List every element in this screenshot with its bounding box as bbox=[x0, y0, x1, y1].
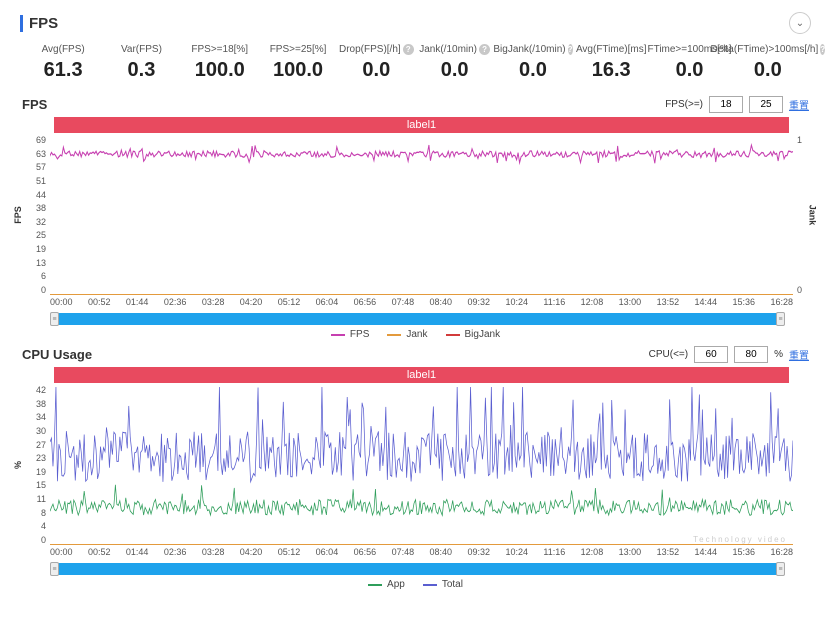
metric-label: Jank(/10min)? bbox=[415, 44, 493, 55]
cpu-label-bar: label1 bbox=[54, 367, 789, 383]
cpu-y-axis-label: % bbox=[13, 461, 23, 469]
fps-section: FPS FPS(>=) 重置 label1 FPS Jank 696357514… bbox=[20, 96, 811, 340]
metric-1: Var(FPS) 0.3 bbox=[102, 44, 180, 82]
cpu-y-ticks-right-spacer bbox=[793, 385, 811, 545]
metric-6: BigJank(/10min)? 0.0 bbox=[494, 44, 572, 82]
legend-item[interactable]: Total bbox=[423, 579, 463, 590]
metric-value: 0.0 bbox=[337, 59, 415, 82]
metric-label: Drop(FPS)[/h]? bbox=[337, 44, 415, 55]
cpu-threshold-label: CPU(<=) bbox=[649, 349, 688, 360]
cpu-threshold-controls: CPU(<=) % 重置 bbox=[649, 346, 809, 363]
page-title: FPS bbox=[20, 15, 58, 32]
metric-label: FPS>=25[%] bbox=[259, 44, 337, 55]
legend-swatch bbox=[446, 334, 460, 336]
metric-value: 100.0 bbox=[259, 59, 337, 82]
metric-label: Avg(FPS) bbox=[24, 44, 102, 55]
fps-legend: FPS Jank BigJank bbox=[20, 329, 811, 340]
info-icon[interactable]: ? bbox=[820, 44, 825, 55]
legend-swatch bbox=[423, 584, 437, 586]
metric-5: Jank(/10min)? 0.0 bbox=[415, 44, 493, 82]
metric-value: 0.0 bbox=[494, 59, 572, 82]
legend-label: Jank bbox=[406, 329, 427, 340]
metric-value: 16.3 bbox=[572, 59, 650, 82]
metrics-row: Avg(FPS)61.3Var(FPS)0.3FPS>=18[%]100.0FP… bbox=[20, 44, 811, 90]
fps-threshold-a-input[interactable] bbox=[709, 96, 743, 113]
legend-item[interactable]: App bbox=[368, 579, 405, 590]
metric-label: Delta(FTime)>100ms[/h]? bbox=[729, 44, 807, 55]
page-header: FPS ⌄ bbox=[20, 12, 811, 34]
legend-swatch bbox=[387, 334, 401, 336]
fps-threshold-b-input[interactable] bbox=[749, 96, 783, 113]
metric-value: 61.3 bbox=[24, 59, 102, 82]
metric-value: 0.3 bbox=[102, 59, 180, 82]
metric-label: Var(FPS) bbox=[102, 44, 180, 55]
metric-4: Drop(FPS)[/h]? 0.0 bbox=[337, 44, 415, 82]
fps-y-ticks-left: 6963575144383225191360 bbox=[20, 135, 50, 295]
metric-9: Delta(FTime)>100ms[/h]? 0.0 bbox=[729, 44, 807, 82]
legend-swatch bbox=[368, 584, 382, 586]
cpu-threshold-b-input[interactable] bbox=[734, 346, 768, 363]
legend-item[interactable]: BigJank bbox=[446, 329, 501, 340]
fps-chart-canvas bbox=[50, 135, 793, 295]
cpu-range-slider[interactable]: ≡ ≡ bbox=[54, 563, 781, 575]
info-icon[interactable]: ? bbox=[479, 44, 490, 55]
metric-2: FPS>=18[%] 100.0 bbox=[181, 44, 259, 82]
cpu-chart-canvas: Technology video bbox=[50, 385, 793, 545]
legend-swatch bbox=[331, 334, 345, 336]
fps-x-ticks: 00:0000:5201:4402:3603:2804:2005:1206:04… bbox=[50, 297, 793, 307]
cpu-reset-link[interactable]: 重置 bbox=[789, 347, 809, 362]
fps-reset-link[interactable]: 重置 bbox=[789, 97, 809, 112]
metric-0: Avg(FPS) 61.3 bbox=[24, 44, 102, 82]
fps-y-axis-label: FPS bbox=[13, 206, 23, 224]
metric-value: 100.0 bbox=[181, 59, 259, 82]
fps-threshold-controls: FPS(>=) 重置 bbox=[665, 96, 809, 113]
metric-value: 0.0 bbox=[729, 59, 807, 82]
slider-handle-right[interactable]: ≡ bbox=[776, 312, 785, 326]
legend-label: App bbox=[387, 579, 405, 590]
slider-handle-right[interactable]: ≡ bbox=[776, 562, 785, 576]
metric-7: Avg(FTime)[ms] 16.3 bbox=[572, 44, 650, 82]
metric-label: BigJank(/10min)? bbox=[494, 44, 572, 55]
cpu-threshold-a-input[interactable] bbox=[694, 346, 728, 363]
metric-3: FPS>=25[%] 100.0 bbox=[259, 44, 337, 82]
cpu-legend: App Total bbox=[20, 579, 811, 590]
legend-item[interactable]: FPS bbox=[331, 329, 369, 340]
fps-section-title: FPS bbox=[22, 97, 47, 112]
fps-y2-axis-label: Jank bbox=[808, 205, 818, 226]
cpu-x-ticks: 00:0000:5201:4402:3603:2804:2005:1206:04… bbox=[50, 547, 793, 557]
collapse-button[interactable]: ⌄ bbox=[789, 12, 811, 34]
legend-label: BigJank bbox=[465, 329, 501, 340]
legend-label: Total bbox=[442, 579, 463, 590]
metric-label: Avg(FTime)[ms] bbox=[572, 44, 650, 55]
metric-label: FPS>=18[%] bbox=[181, 44, 259, 55]
slider-handle-left[interactable]: ≡ bbox=[50, 562, 59, 576]
fps-range-slider[interactable]: ≡ ≡ bbox=[54, 313, 781, 325]
cpu-plot: % 423834302723191511840 Technology video bbox=[20, 385, 811, 545]
slider-handle-left[interactable]: ≡ bbox=[50, 312, 59, 326]
metric-value: 0.0 bbox=[415, 59, 493, 82]
legend-item[interactable]: Jank bbox=[387, 329, 427, 340]
fps-label-bar: label1 bbox=[54, 117, 789, 133]
fps-threshold-label: FPS(>=) bbox=[665, 99, 703, 110]
legend-label: FPS bbox=[350, 329, 369, 340]
metric-value: 0.0 bbox=[650, 59, 728, 82]
fps-plot: FPS Jank 6963575144383225191360 10 bbox=[20, 135, 811, 295]
cpu-section-title: CPU Usage bbox=[22, 347, 92, 362]
info-icon[interactable]: ? bbox=[403, 44, 414, 55]
cpu-y-ticks-left: 423834302723191511840 bbox=[20, 385, 50, 545]
cpu-threshold-suffix: % bbox=[774, 349, 783, 360]
cpu-section: CPU Usage CPU(<=) % 重置 label1 % 42383430… bbox=[20, 346, 811, 590]
